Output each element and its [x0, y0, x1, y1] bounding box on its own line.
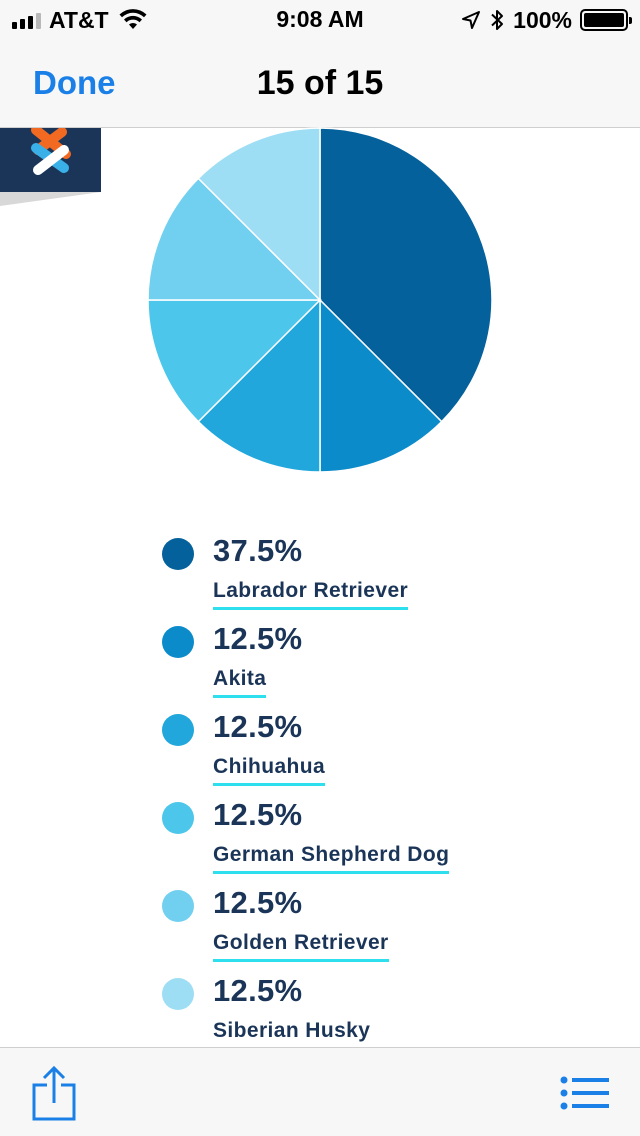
- legend-item: 12.5% Akita: [160, 618, 520, 706]
- bluetooth-icon: [491, 10, 504, 30]
- legend-breed-link[interactable]: Golden Retriever: [213, 931, 389, 962]
- status-left: AT&T: [12, 6, 147, 34]
- app-logo: [0, 125, 101, 192]
- legend-breed-link[interactable]: German Shepherd Dog: [213, 843, 450, 874]
- signal-icon: [12, 11, 41, 29]
- legend-dot: [162, 626, 194, 658]
- logo-shadow: [0, 192, 101, 206]
- page-title: 15 of 15: [256, 64, 384, 102]
- legend-item: 37.5% Labrador Retriever: [160, 530, 520, 618]
- legend-percent: 12.5%: [213, 797, 303, 832]
- share-icon[interactable]: [30, 1066, 78, 1122]
- legend-percent: 12.5%: [213, 885, 303, 920]
- status-bar: AT&T 9:08 AM 100%: [0, 0, 640, 40]
- legend-percent: 12.5%: [213, 621, 303, 656]
- legend-item: 12.5% Siberian Husky: [160, 970, 520, 1058]
- legend-dot: [162, 538, 194, 570]
- legend-percent: 12.5%: [213, 709, 303, 744]
- legend-breed-link[interactable]: Siberian Husky: [213, 1019, 371, 1050]
- bottom-toolbar: [0, 1047, 640, 1136]
- legend-item: 12.5% Golden Retriever: [160, 882, 520, 970]
- chart-legend: 37.5% Labrador Retriever 12.5% Akita 12.…: [160, 530, 520, 1058]
- pie-slice: [147, 299, 322, 423]
- pie-slice: [319, 127, 493, 423]
- legend-item: 12.5% German Shepherd Dog: [160, 794, 520, 882]
- legend-dot: [162, 890, 194, 922]
- legend-breed-link[interactable]: Chihuahua: [213, 755, 326, 786]
- legend-breed-link[interactable]: Labrador Retriever: [213, 579, 409, 610]
- status-time: 9:08 AM: [276, 6, 364, 32]
- legend-breed-link[interactable]: Akita: [213, 667, 267, 698]
- legend-item: 12.5% Chihuahua: [160, 706, 520, 794]
- battery-icon: [580, 9, 632, 31]
- legend-dot: [162, 802, 194, 834]
- list-icon[interactable]: [560, 1076, 610, 1110]
- legend-dot: [162, 714, 194, 746]
- legend-percent: 12.5%: [213, 973, 303, 1008]
- pie-slice: [147, 177, 322, 301]
- pie-slice: [197, 298, 321, 473]
- legend-percent: 37.5%: [213, 533, 303, 568]
- wifi-icon: [119, 9, 147, 29]
- location-arrow-icon: [462, 11, 481, 29]
- legend-dot: [162, 978, 194, 1010]
- done-button[interactable]: Done: [33, 64, 116, 101]
- nav-bar: Done 15 of 15: [0, 40, 640, 128]
- status-right: 100%: [461, 6, 632, 34]
- pie-slice: [197, 127, 321, 302]
- pie-slice: [319, 298, 443, 473]
- carrier-label: AT&T: [49, 6, 109, 33]
- battery-percent: 100%: [513, 6, 572, 33]
- pie-chart: [147, 127, 493, 473]
